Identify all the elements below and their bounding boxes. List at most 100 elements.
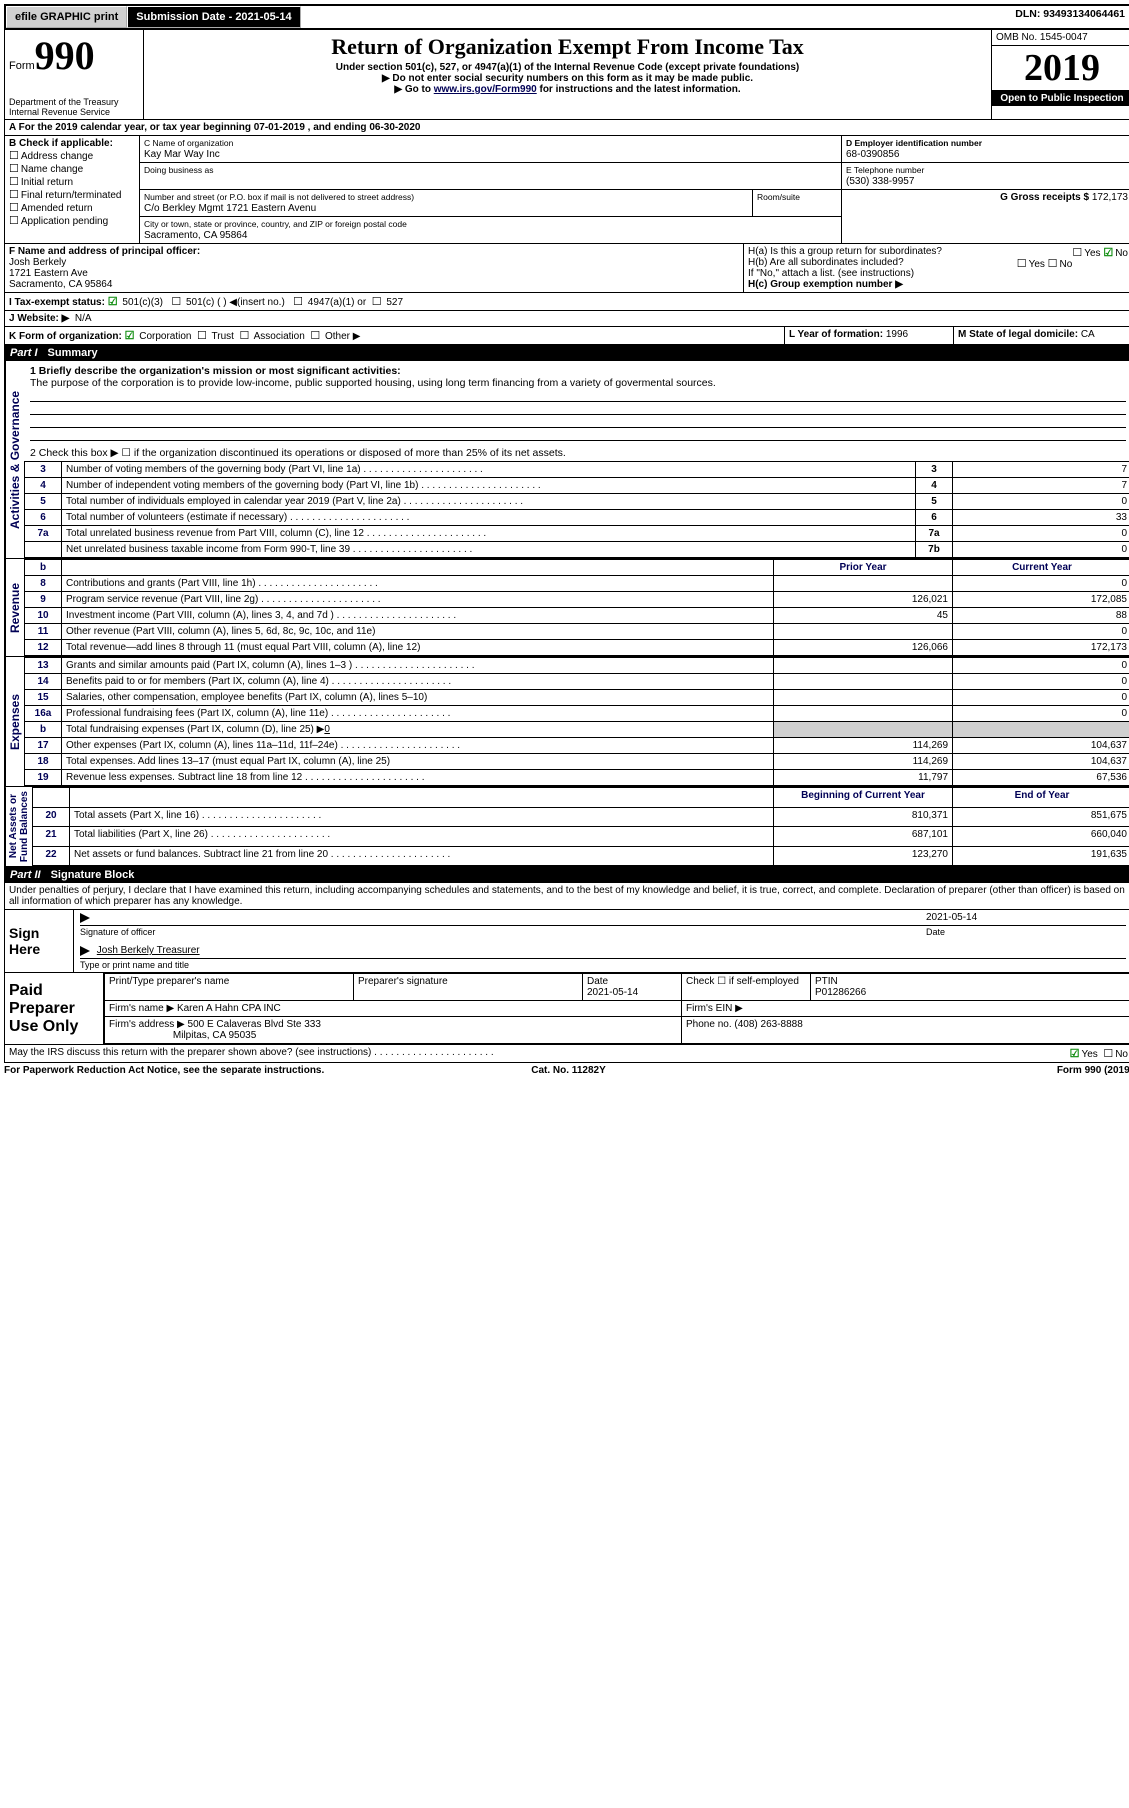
line21-beg: 687,101	[774, 827, 953, 847]
line16a-prior	[774, 706, 953, 722]
org-info-block: B Check if applicable: ☐Address change ☐…	[4, 136, 1129, 244]
opt-4947[interactable]: 4947(a)(1) or	[308, 297, 366, 308]
line9-prior: 126,021	[774, 592, 953, 608]
officer-block: F Name and address of principal officer:…	[4, 244, 1129, 293]
line7b-label: Net unrelated business taxable income fr…	[62, 542, 916, 558]
chk-amended-return[interactable]: Amended return	[21, 203, 93, 214]
opt-corporation[interactable]: Corporation	[139, 331, 191, 342]
officer-name: Josh Berkely	[9, 257, 66, 268]
ein-value: 68-0390856	[846, 149, 899, 160]
line8-label: Contributions and grants (Part VIII, lin…	[62, 576, 774, 592]
h-a-label: H(a) Is this a group return for subordin…	[748, 246, 942, 257]
website-row: J Website: ▶ N/A	[4, 311, 1129, 327]
arrow-icon	[80, 913, 90, 923]
line11-label: Other revenue (Part VIII, column (A), li…	[62, 624, 774, 640]
line9-label: Program service revenue (Part VIII, line…	[62, 592, 774, 608]
irs-link[interactable]: www.irs.gov/Form990	[434, 84, 537, 95]
opt-527[interactable]: 527	[386, 297, 403, 308]
line22-label: Net assets or fund balances. Subtract li…	[70, 846, 774, 866]
line19-cur: 67,536	[953, 770, 1129, 786]
line14-label: Benefits paid to or for members (Part IX…	[62, 674, 774, 690]
line19-prior: 11,797	[774, 770, 953, 786]
line17-label: Other expenses (Part IX, column (A), lin…	[62, 738, 774, 754]
firm-phone: (408) 263-8888	[734, 1019, 802, 1030]
firm-name: Karen A Hahn CPA INC	[177, 1003, 281, 1014]
label-form-org: K Form of organization:	[9, 331, 122, 342]
line6-value: 33	[953, 510, 1129, 526]
label-city: City or town, state or province, country…	[144, 219, 407, 229]
label-street: Number and street (or P.O. box if mail i…	[144, 192, 414, 202]
opt-other[interactable]: Other ▶	[325, 331, 360, 342]
label-org-name: C Name of organization	[144, 138, 233, 148]
firm-city: Milpitas, CA 95035	[173, 1030, 256, 1041]
opt-501c[interactable]: 501(c) ( ) ◀(insert no.)	[186, 297, 285, 308]
firm-addr: 500 E Calaveras Blvd Ste 333	[188, 1019, 321, 1030]
ha-no[interactable]: No	[1115, 248, 1128, 259]
footer-right: Form 990 (2019)	[757, 1065, 1129, 1076]
line16a-label: Professional fundraising fees (Part IX, …	[62, 706, 774, 722]
ha-yes[interactable]: Yes	[1084, 248, 1100, 259]
line4-label: Number of independent voting members of …	[62, 478, 916, 494]
line5-value: 0	[953, 494, 1129, 510]
line21-end: 660,040	[953, 827, 1129, 847]
line22-beg: 123,270	[774, 846, 953, 866]
efile-button[interactable]: efile GRAPHIC print	[6, 6, 127, 28]
side-expenses: Expenses	[5, 657, 24, 786]
line10-cur: 88	[953, 608, 1129, 624]
form-label: Form	[9, 60, 35, 72]
net-assets-block: Net Assets or Fund Balances Beginning of…	[4, 787, 1129, 867]
footer-left: For Paperwork Reduction Act Notice, see …	[4, 1065, 380, 1076]
submission-date-button[interactable]: Submission Date - 2021-05-14	[127, 6, 300, 28]
line19-label: Revenue less expenses. Subtract line 18 …	[62, 770, 774, 786]
firm-addr-label: Firm's address ▶	[109, 1019, 185, 1030]
page-footer: For Paperwork Reduction Act Notice, see …	[4, 1063, 1129, 1078]
line15-prior	[774, 690, 953, 706]
ptin-label: PTIN	[815, 976, 838, 987]
gross-receipts-value: 172,173	[1092, 192, 1128, 203]
subtitle-1: Under section 501(c), 527, or 4947(a)(1)…	[148, 62, 987, 73]
arrow-icon	[80, 946, 90, 956]
discuss-row: May the IRS discuss this return with the…	[4, 1045, 1129, 1063]
line18-cur: 104,637	[953, 754, 1129, 770]
discuss-yes[interactable]: Yes	[1081, 1049, 1097, 1060]
preparer-sig-label: Preparer's signature	[354, 974, 583, 1001]
label-phone: E Telephone number	[846, 165, 924, 175]
phone-value: (530) 338-9957	[846, 176, 914, 187]
line3-label: Number of voting members of the governin…	[62, 462, 916, 478]
line16a-cur: 0	[953, 706, 1129, 722]
date-line: Date	[926, 925, 1126, 937]
firm-name-label: Firm's name ▶	[109, 1003, 174, 1014]
opt-association[interactable]: Association	[254, 331, 305, 342]
revenue-block: Revenue bPrior YearCurrent Year 8Contrib…	[4, 559, 1129, 657]
line18-label: Total expenses. Add lines 13–17 (must eq…	[62, 754, 774, 770]
form-title: Return of Organization Exempt From Incom…	[148, 34, 987, 60]
label-tax-exempt: I Tax-exempt status:	[9, 297, 105, 308]
chk-address-change[interactable]: Address change	[21, 151, 93, 162]
line15-label: Salaries, other compensation, employee b…	[62, 690, 774, 706]
type-name-line: Type or print name and title	[80, 958, 1126, 970]
discuss-no[interactable]: No	[1115, 1049, 1128, 1060]
opt-trust[interactable]: Trust	[212, 331, 234, 342]
opt-501c3[interactable]: 501(c)(3)	[122, 297, 163, 308]
hb-yes[interactable]: Yes	[1029, 259, 1045, 270]
side-activities-governance: Activities & Governance	[5, 361, 24, 558]
line12-cur: 172,173	[953, 640, 1129, 656]
line5-label: Total number of individuals employed in …	[62, 494, 916, 510]
chk-initial-return[interactable]: Initial return	[21, 177, 73, 188]
line15-cur: 0	[953, 690, 1129, 706]
preparer-name-label: Print/Type preparer's name	[105, 974, 354, 1001]
chk-name-change[interactable]: Name change	[21, 164, 83, 175]
col-current-year: Current Year	[953, 560, 1129, 576]
line16b-shade	[774, 722, 953, 738]
signature-line[interactable]: Signature of officer	[80, 925, 926, 937]
preparer-self-employed[interactable]: Check ☐ if self-employed	[682, 974, 811, 1001]
line16b-label: Total fundraising expenses (Part IX, col…	[62, 722, 774, 738]
hb-no[interactable]: No	[1060, 259, 1073, 270]
chk-final-return[interactable]: Final return/terminated	[21, 190, 122, 201]
sign-here-block: Sign Here Signature of officer 2021-05-1…	[4, 910, 1129, 973]
line4-value: 7	[953, 478, 1129, 494]
top-toolbar: efile GRAPHIC print Submission Date - 20…	[4, 4, 1129, 30]
chk-application-pending[interactable]: Application pending	[21, 216, 108, 227]
tax-year: 2019	[992, 46, 1129, 91]
line10-label: Investment income (Part VIII, column (A)…	[62, 608, 774, 624]
